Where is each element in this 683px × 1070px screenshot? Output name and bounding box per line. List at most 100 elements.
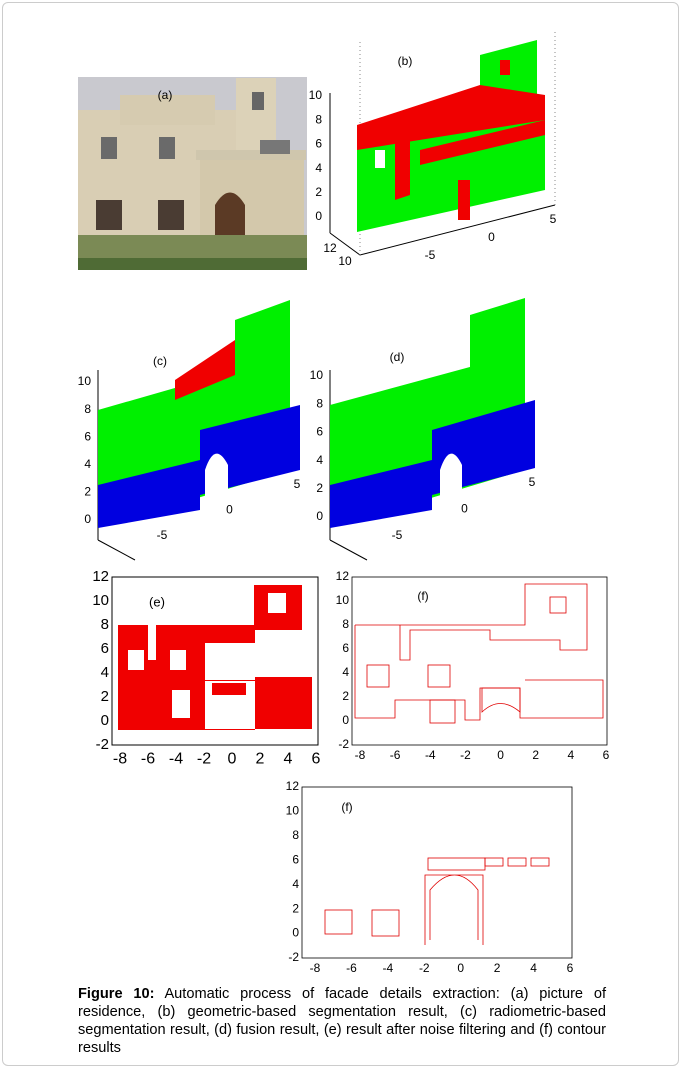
- x-tick-label: 2: [532, 748, 539, 762]
- photo-part: [260, 140, 290, 154]
- photo-part: [252, 92, 264, 110]
- x-tick-label: 0: [226, 503, 233, 517]
- panel-label: (f): [341, 800, 352, 814]
- z-tick-label: 0: [315, 209, 322, 223]
- contours-part: [367, 665, 389, 687]
- z-tick-label: 8: [315, 112, 322, 126]
- filtered-points-part: [148, 625, 156, 660]
- x-tick-label: 0: [461, 502, 468, 516]
- y-tick-label: -2: [338, 737, 349, 751]
- contours-part: [531, 858, 549, 866]
- point-cloud: [357, 40, 545, 232]
- photo-part: [101, 137, 117, 159]
- x-tick-label: 6: [567, 961, 574, 975]
- z-tick-label: 2: [316, 481, 323, 495]
- z-tick-label: 0: [84, 512, 91, 526]
- panel-label: (b): [398, 54, 413, 68]
- x-tick-label: 0: [488, 230, 495, 244]
- z-tick-label: 6: [316, 425, 323, 439]
- y-tick-label: 4: [292, 877, 299, 891]
- x-tick-label: -2: [419, 961, 430, 975]
- z-tick-label: 4: [315, 161, 322, 175]
- y-tick-label: 4: [342, 665, 349, 679]
- contours-part: [372, 910, 399, 936]
- y-tick-label: 10: [286, 804, 300, 818]
- x-tick-label: 2: [256, 751, 265, 768]
- x-tick-label: 2: [494, 961, 501, 975]
- x-tick-label: 0: [457, 961, 464, 975]
- y-tick-label: 8: [101, 616, 109, 633]
- x-tick-label: -2: [197, 751, 211, 768]
- caption: Figure 10: Automatic process of facade d…: [78, 985, 606, 1057]
- contours: [352, 577, 607, 745]
- x-tick-label: 5: [529, 475, 536, 489]
- point-cloud: [98, 300, 300, 528]
- y-tick-label: 6: [342, 641, 349, 655]
- point-cloud-part: [395, 115, 410, 200]
- filtered-points-part: [212, 683, 246, 695]
- contours-part: [482, 688, 520, 712]
- y-tick-label: 6: [292, 852, 299, 866]
- contours-part: [508, 858, 526, 866]
- x-tick-label: 6: [312, 751, 321, 768]
- y-tick-label: 2: [101, 688, 109, 705]
- photo-part: [158, 200, 184, 230]
- z-tick-label: 0: [316, 509, 323, 523]
- x-tick-label: -8: [113, 751, 127, 768]
- x-tick-label: -5: [392, 528, 403, 542]
- page: {"panels":[ {"label":"(a)"}, {"label":"(…: [0, 0, 683, 1070]
- x-tick-label: -5: [425, 248, 436, 262]
- panel-label: (e): [149, 594, 165, 609]
- z-tick-label: 10: [78, 374, 92, 388]
- x-tick-label: -6: [390, 748, 401, 762]
- x-tick-label: -2: [460, 748, 471, 762]
- y-tick-label: 8: [292, 828, 299, 842]
- z-tick-label: 2: [315, 185, 322, 199]
- x-tick-label: -5: [157, 528, 168, 542]
- z-tick-label: 4: [84, 457, 91, 471]
- photo-part: [159, 137, 175, 159]
- x-tick-label: -4: [425, 748, 436, 762]
- contours-part: [425, 875, 483, 945]
- contours-part: [325, 910, 352, 934]
- photo-part: [215, 193, 245, 241]
- panel-label: (c): [153, 354, 167, 368]
- caption-text: Automatic process of facade details extr…: [78, 986, 606, 1056]
- y-tick-label: 12: [336, 569, 350, 583]
- x-tick-label: -8: [355, 748, 366, 762]
- y-tick-label: 0: [292, 926, 299, 940]
- point-cloud: [330, 298, 535, 528]
- x-tick-label: -4: [383, 961, 394, 975]
- filtered-points: [112, 577, 318, 745]
- contours-part: [550, 597, 566, 613]
- y-tick-label: 12: [92, 568, 109, 585]
- filtered-points-part: [128, 650, 144, 670]
- y-tick-label: 2: [292, 901, 299, 915]
- filtered-points-part: [268, 593, 286, 613]
- x-tick-label: 4: [568, 748, 575, 762]
- y-tick-label: 8: [342, 617, 349, 631]
- y-tick-label: 12: [323, 241, 337, 255]
- y-tick-label: 12: [286, 779, 300, 793]
- contours-part: [430, 700, 455, 723]
- x-tick-label: 5: [294, 477, 301, 491]
- z-tick-label: 10: [309, 88, 323, 102]
- y-tick-label: 10: [338, 254, 352, 268]
- x-tick-label: -4: [169, 751, 183, 768]
- panel-label: (d): [390, 350, 405, 364]
- photo-part: [96, 200, 122, 230]
- y-tick-label: -2: [96, 736, 109, 753]
- filtered-points-part: [172, 690, 190, 718]
- x-tick-label: 4: [284, 751, 293, 768]
- z-tick-label: 8: [316, 396, 323, 410]
- y-tick-label: 0: [101, 712, 109, 729]
- y-tick-label: 6: [101, 640, 109, 657]
- photo-part: [78, 258, 307, 270]
- figure: (a)(b)0246810-5051012(c)0246810-505(d)02…: [0, 0, 683, 985]
- contours-part: [428, 665, 450, 687]
- caption-label: Figure 10:: [78, 986, 154, 1002]
- z-tick-label: 6: [315, 137, 322, 151]
- y-tick-label: 0: [342, 713, 349, 727]
- x-tick-label: -6: [141, 751, 155, 768]
- photo: [78, 77, 307, 270]
